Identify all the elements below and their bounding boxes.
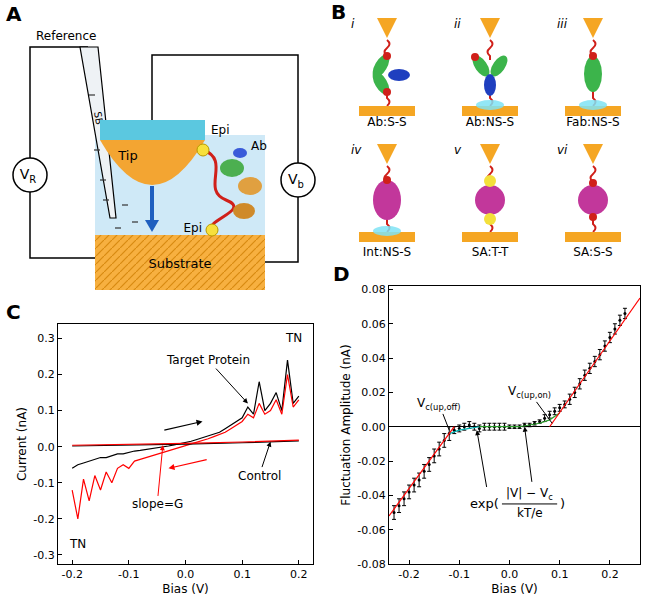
- svg-text:Current (nA): Current (nA): [15, 407, 29, 481]
- html-text:C: C: [6, 300, 21, 324]
- svg-text:V​c(up,off)​: V​c(up,off)​: [417, 396, 461, 412]
- svg-text:ii: ii: [454, 17, 461, 31]
- svg-text:iv: iv: [351, 143, 362, 157]
- svg-text:-0.1: -0.1: [33, 477, 54, 490]
- svg-text:Target Protein: Target Protein: [166, 353, 250, 367]
- svg-text:SB: SB: [91, 110, 106, 126]
- svg-text:0.08: 0.08: [361, 283, 386, 296]
- svg-text:Ab:NS-S: Ab:NS-S: [466, 115, 514, 129]
- svg-text:Ab: Ab: [251, 139, 267, 153]
- svg-text:SA:S-S: SA:S-S: [573, 245, 612, 259]
- svg-text:-0.06: -0.06: [357, 524, 385, 537]
- svg-text:-0.2: -0.2: [33, 513, 54, 526]
- svg-text:Ab:S-S: Ab:S-S: [367, 115, 406, 129]
- svg-text:-0.2: -0.2: [61, 568, 82, 581]
- svg-text:0.02: 0.02: [361, 386, 386, 399]
- svg-text:0.1: 0.1: [551, 568, 569, 581]
- svg-text:0.2: 0.2: [37, 368, 55, 381]
- svg-text:-0.04: -0.04: [357, 489, 385, 502]
- svg-text:-0.1: -0.1: [449, 568, 470, 581]
- svg-text:-0.02: -0.02: [357, 455, 385, 468]
- svg-text:0.00: 0.00: [361, 421, 386, 434]
- svg-text:SA:T-T: SA:T-T: [472, 245, 509, 259]
- svg-text:Bias (V): Bias (V): [491, 582, 538, 596]
- svg-text:A: A: [6, 2, 22, 26]
- svg-text:kT/e: kT/e: [517, 506, 543, 520]
- svg-text:Int:NS-S: Int:NS-S: [363, 245, 411, 259]
- svg-text:V​c(up,on)​: V​c(up,on)​: [508, 384, 551, 400]
- svg-text:exp(: exp(: [470, 496, 499, 511]
- svg-text:VR: VR: [20, 166, 37, 185]
- svg-text:Epi: Epi: [183, 221, 202, 235]
- svg-text:Substrate: Substrate: [148, 256, 211, 271]
- svg-text:0.1: 0.1: [37, 404, 55, 417]
- svg-text:Bias (V): Bias (V): [162, 582, 209, 596]
- svg-text:Fluctuation Amplitude (nA): Fluctuation Amplitude (nA): [339, 344, 353, 505]
- svg-text:iii: iii: [557, 17, 568, 31]
- svg-text:Tip: Tip: [117, 148, 137, 163]
- svg-text:0.1: 0.1: [233, 568, 251, 581]
- svg-text:-0.2: -0.2: [398, 568, 419, 581]
- svg-text:slope=G: slope=G: [132, 497, 183, 511]
- svg-text:0.2: 0.2: [601, 568, 619, 581]
- svg-text:Vb: Vb: [288, 171, 304, 190]
- svg-text:Control: Control: [238, 469, 281, 483]
- svg-text:0.0: 0.0: [177, 568, 195, 581]
- svg-text:|V| − V​c​: |V| − V​c​: [506, 486, 553, 502]
- svg-text:0.06: 0.06: [361, 318, 386, 331]
- svg-text:0.0: 0.0: [501, 568, 519, 581]
- svg-text:vi: vi: [557, 143, 568, 157]
- svg-text:-0.08: -0.08: [357, 558, 385, 571]
- svg-text:): ): [560, 496, 565, 511]
- svg-text:0.2: 0.2: [290, 568, 308, 581]
- svg-text:-0.1: -0.1: [118, 568, 139, 581]
- svg-text:i: i: [351, 17, 355, 31]
- svg-text:v: v: [454, 143, 462, 157]
- svg-text:Fab:NS-S: Fab:NS-S: [566, 115, 619, 129]
- svg-text:TN: TN: [69, 537, 86, 551]
- svg-text:0.0: 0.0: [37, 441, 55, 454]
- svg-text:B: B: [331, 0, 346, 24]
- svg-text:Reference: Reference: [36, 29, 96, 43]
- html-text:D: D: [333, 262, 350, 286]
- svg-text:-0.3: -0.3: [33, 549, 54, 562]
- svg-text:Epi: Epi: [211, 123, 230, 137]
- svg-text:TN: TN: [285, 331, 302, 345]
- svg-text:0.3: 0.3: [37, 332, 55, 345]
- svg-text:0.04: 0.04: [361, 352, 386, 365]
